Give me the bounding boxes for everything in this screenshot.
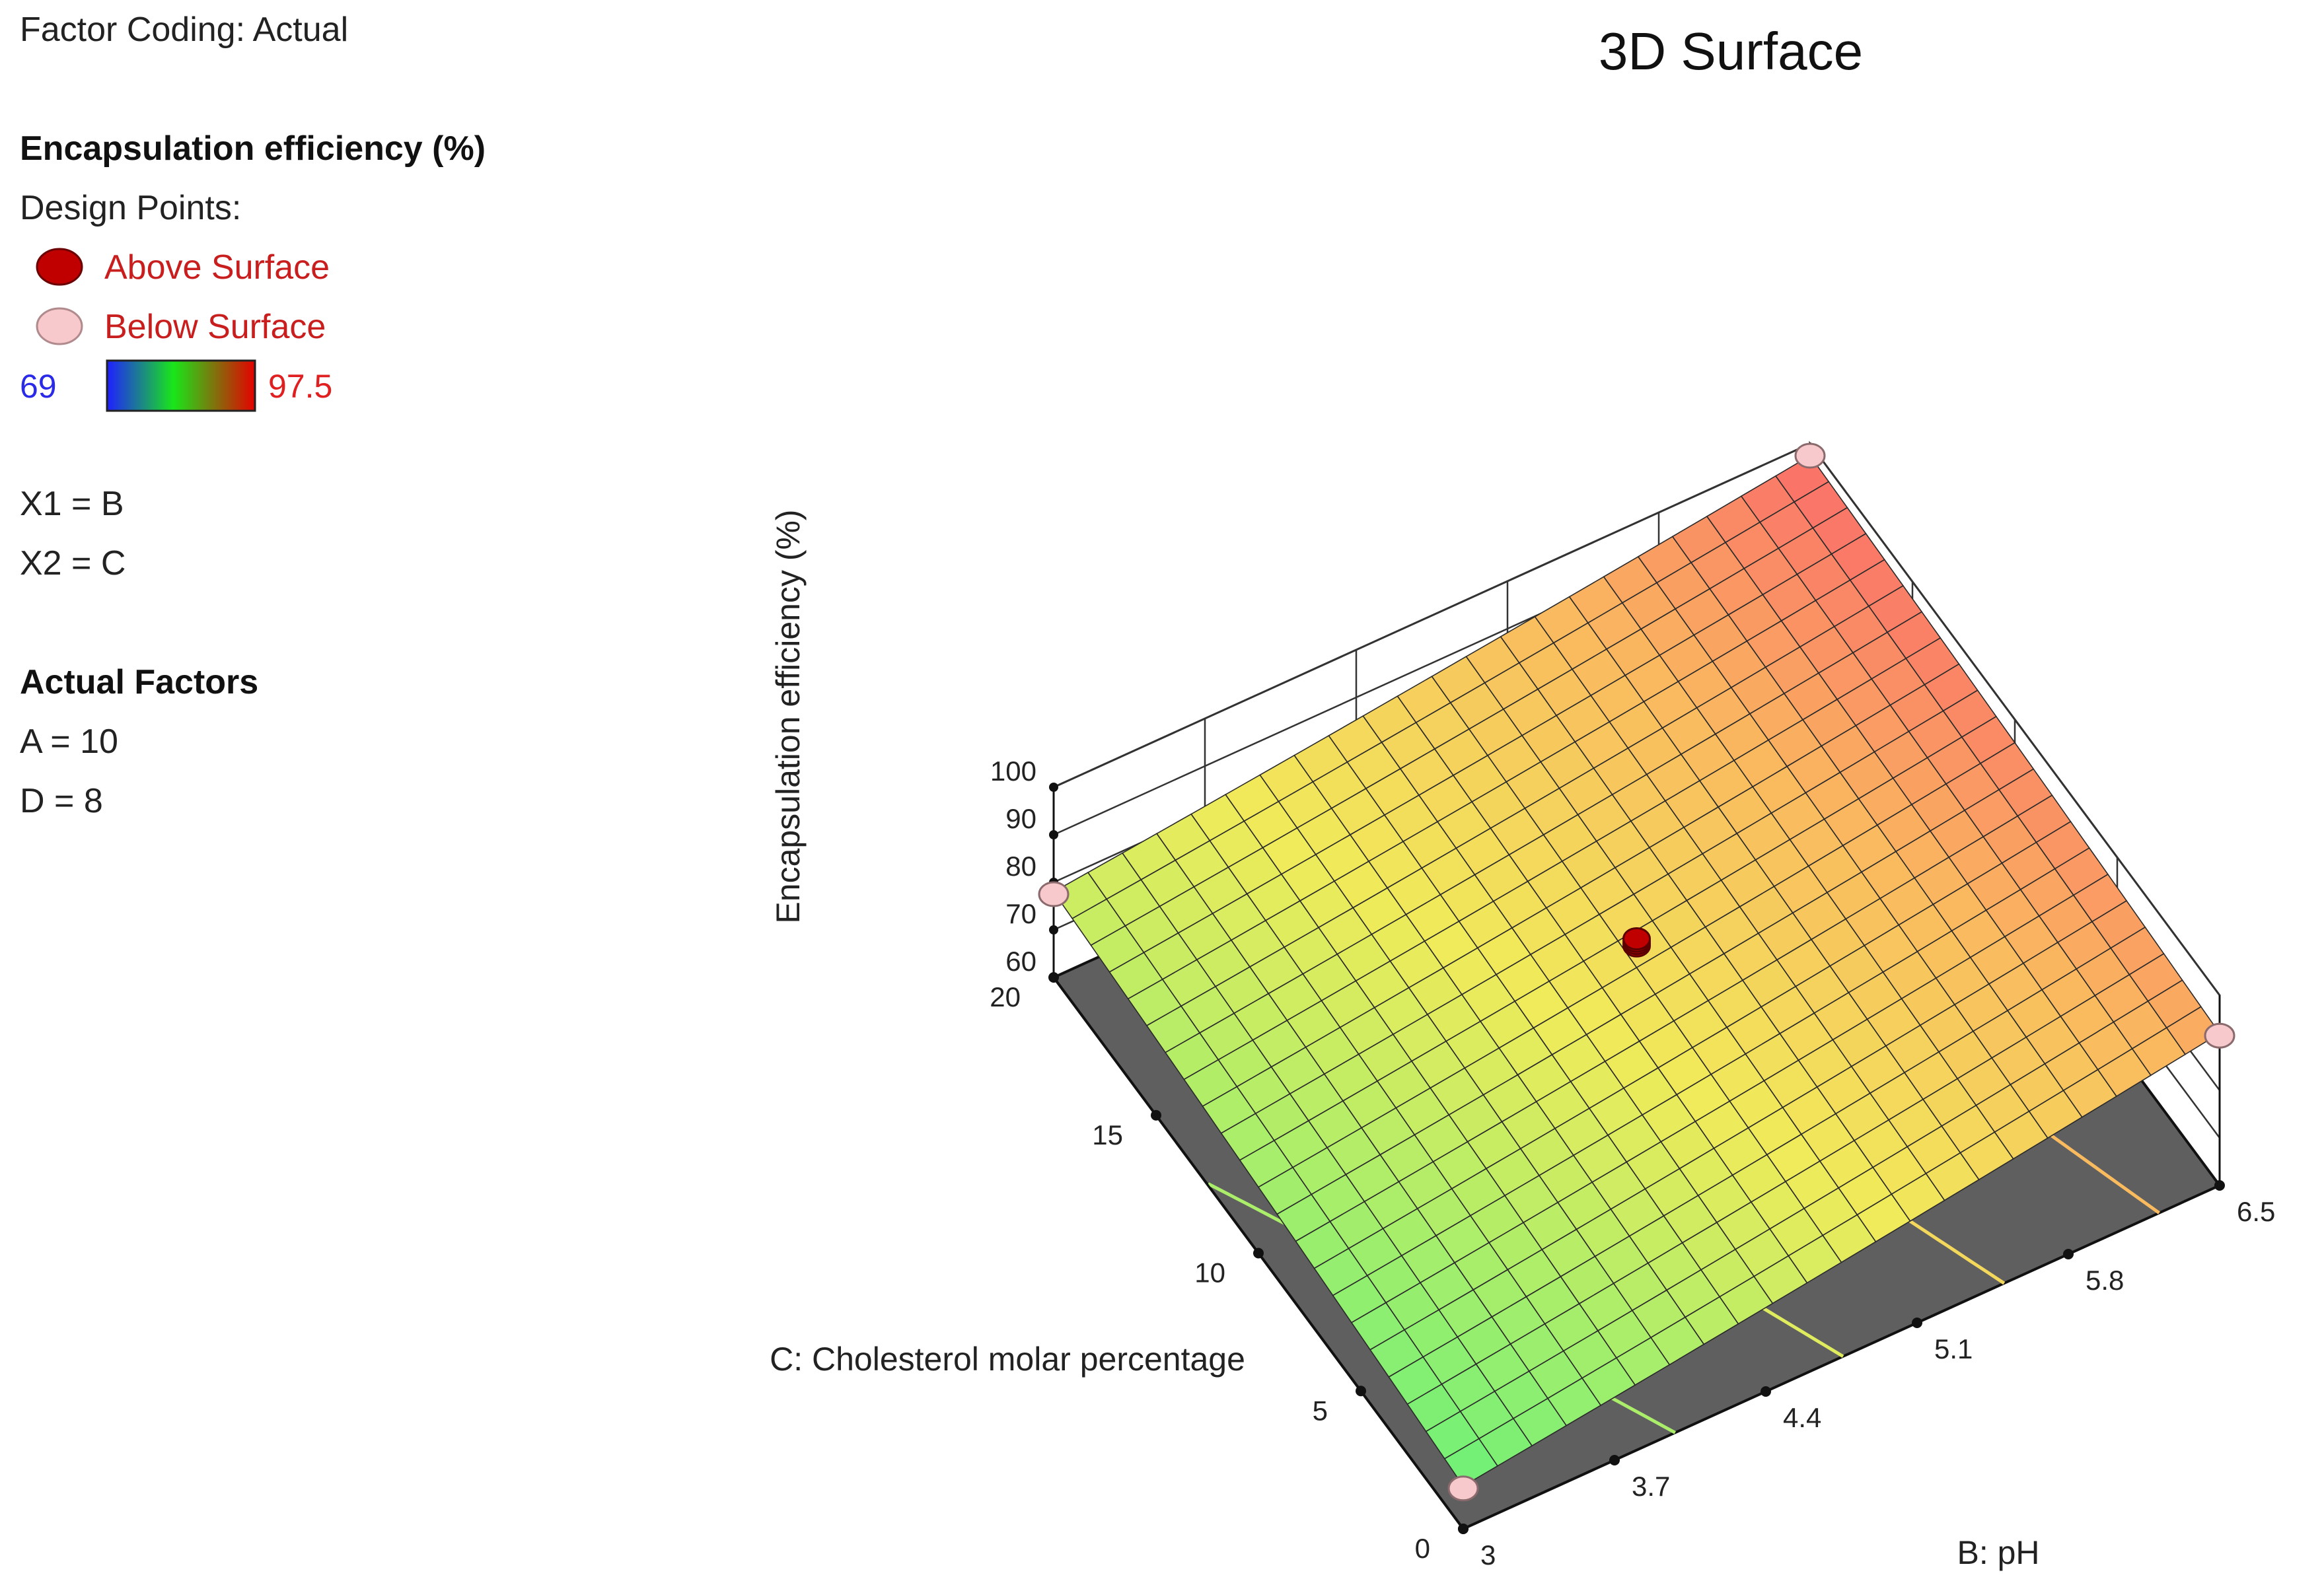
x-tick-label: 5.1 [1934,1333,1973,1364]
x-tick-label: 3.7 [1632,1471,1670,1502]
color-scale-bar [106,359,256,412]
below-surface-marker [36,307,83,345]
y-tick-label: 0 [1415,1533,1430,1564]
factor-coding-label: Factor Coding: Actual [20,11,348,49]
below-surface-point [1038,881,1070,907]
design-points-label: Design Points: [20,189,241,227]
response-surface [1052,454,2221,1487]
x-axis-label: B: pH [1957,1534,2039,1571]
below-surface-point [1794,442,1826,469]
y-tick-label: 5 [1313,1395,1328,1426]
design-points [1038,442,2235,1502]
x-tick-mark [2214,1180,2225,1191]
below-surface-point [2204,1022,2235,1049]
x-tick-mark [2063,1249,2074,1259]
actual-factor-a: A = 10 [20,722,118,761]
y-tick-mark [1253,1248,1264,1259]
actual-factors-heading: Actual Factors [20,663,258,701]
legend-panel: Factor Coding: Actual Encapsulation effi… [20,11,486,820]
y-tick-label: 20 [990,981,1021,1012]
y-tick-mark [1151,1110,1161,1121]
z-tick-label: 80 [1005,851,1036,882]
z-tick-mark [1049,925,1058,934]
x-tick-label: 6.5 [2237,1196,2275,1227]
factor-x1: X1 = B [20,485,124,523]
above-surface-marker [36,248,83,286]
colorbar-min-label: 69 [20,368,57,405]
y-tick-label: 10 [1194,1257,1225,1288]
z-tick-mark [1049,973,1058,982]
z-tick-label: 100 [990,756,1036,787]
y-tick-mark [1458,1524,1469,1534]
response-name: Encapsulation efficiency (%) [20,129,486,168]
y-axis-label: C: Cholesterol molar percentage [770,1341,1245,1378]
x-tick-mark [1912,1318,1922,1328]
colorbar-max-label: 97.5 [268,368,332,405]
z-axis-label: Encapsulation efficiency (%) [770,509,807,923]
x-tick-mark [1761,1386,1771,1397]
actual-factor-d: D = 8 [20,782,103,820]
below-surface-point [1447,1475,1479,1502]
chart-title: 3D Surface [1599,22,1863,81]
z-tick-label: 70 [1005,898,1036,929]
x-tick-label: 3 [1480,1539,1496,1570]
axis-ticks: 3 3.7 4.4 5.1 5.8 6.5 0 5 10 15 20 60 70 80 90 100 [990,756,2275,1570]
z-tick-label: 90 [1005,803,1036,834]
z-tick-label: 60 [1005,946,1036,977]
y-tick-mark [1356,1386,1366,1397]
z-tick-mark [1049,783,1058,792]
factor-x2: X2 = C [20,544,126,582]
above-surface-label: Above Surface [104,248,330,287]
x-tick-mark [1609,1455,1620,1465]
above-surface-point [1622,927,1651,950]
below-surface-label: Below Surface [104,308,326,346]
x-tick-label: 5.8 [2086,1265,2124,1296]
z-tick-mark [1049,830,1058,839]
y-tick-label: 15 [1092,1119,1123,1150]
x-tick-label: 4.4 [1783,1402,1821,1433]
